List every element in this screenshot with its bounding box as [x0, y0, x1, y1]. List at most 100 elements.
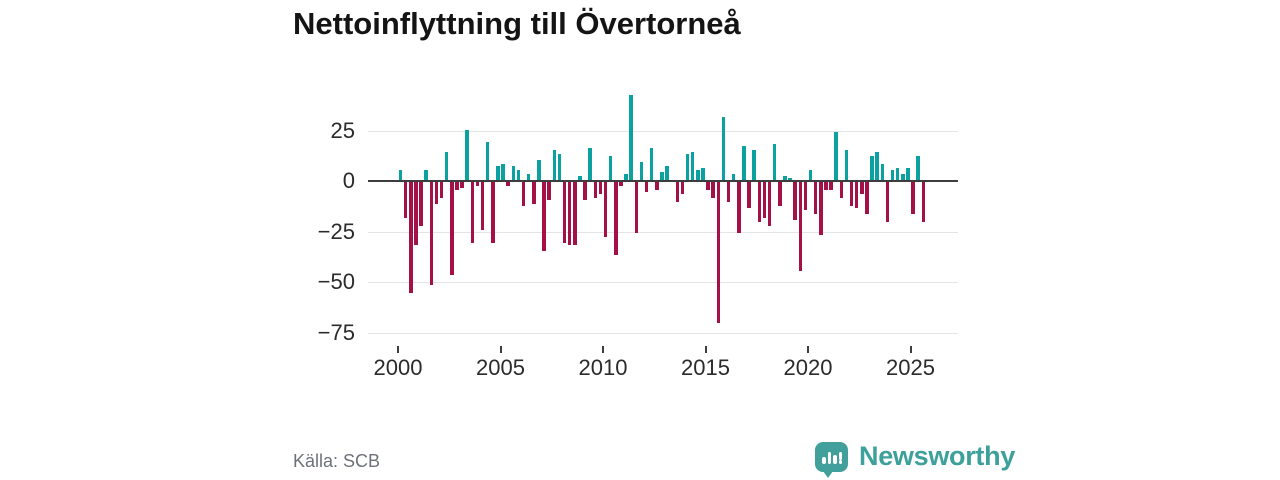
quarter-bar: [491, 182, 495, 243]
quarter-bar: [424, 169, 428, 180]
logo-bar-icon: [822, 456, 826, 464]
quarter-bar: [455, 182, 459, 191]
gridline: [368, 231, 958, 233]
quarter-bar: [578, 175, 582, 180]
quarter-bar: [685, 153, 690, 180]
quarter-bar: [921, 182, 926, 223]
quarter-bar: [716, 182, 721, 324]
gridline: [368, 282, 958, 283]
quarter-bar: [506, 182, 510, 187]
quarter-bar: [460, 182, 464, 189]
x-axis-tick-label: 2015: [681, 355, 730, 380]
quarter-bar: [819, 182, 823, 235]
newsworthy-logo: Newsworthy: [815, 441, 1016, 478]
quarter-bar: [516, 169, 521, 180]
quarter-bar: [911, 182, 915, 215]
logo-speech-tail: [823, 470, 833, 478]
y-axis-tick-label: 25: [330, 117, 355, 143]
x-axis-tick-label: 2000: [373, 355, 423, 380]
quarter-bar: [737, 182, 741, 233]
quarter-bar: [660, 171, 664, 180]
quarter-bar: [583, 182, 587, 201]
y-axis-tick-label: 0: [342, 168, 355, 193]
quarter-bar: [875, 151, 879, 180]
quarter-bar: [496, 165, 500, 180]
quarter-bar: [742, 145, 746, 180]
quarter-bar: [552, 149, 557, 180]
quarter-bar: [798, 182, 803, 271]
quarter-bar: [757, 182, 762, 223]
y-axis-tick-label: −50: [317, 269, 355, 294]
quarter-bar: [680, 182, 685, 195]
quarter-bar: [608, 155, 613, 180]
quarter-bar: [485, 141, 490, 180]
x-axis-tick-mark: [397, 346, 399, 353]
quarter-bar: [501, 163, 505, 180]
quarter-bar: [813, 182, 818, 215]
quarter-bar: [634, 182, 639, 233]
quarter-bar: [470, 182, 475, 243]
gridline: [368, 130, 958, 132]
gridline: [368, 332, 958, 334]
quarter-bar: [854, 182, 859, 209]
quarter-bar: [665, 165, 669, 180]
logo-bar-icon: [827, 451, 831, 464]
x-axis-tick-mark: [807, 346, 809, 353]
quarter-bar: [511, 165, 516, 180]
quarter-bar: [629, 95, 633, 180]
quarter-bar: [701, 167, 705, 180]
newsworthy-wordmark: Newsworthy: [859, 441, 1016, 471]
quarter-bar: [542, 182, 546, 251]
x-axis-tick-label: 2005: [476, 355, 525, 380]
quarter-bar: [588, 147, 592, 180]
quarter-bar: [752, 149, 756, 180]
x-axis-tick-label: 2025: [886, 355, 935, 380]
quarter-bar: [865, 182, 869, 215]
quarter-bar: [414, 182, 418, 245]
y-axis-tick-label: −25: [317, 218, 355, 244]
quarter-bar: [767, 182, 772, 227]
x-axis-tick-mark: [602, 346, 604, 353]
chart-title: Nettoinflyttning till Övertorneå: [293, 6, 741, 41]
quarter-bar: [721, 117, 726, 180]
source-caption: Källa: SCB: [293, 451, 381, 471]
quarter-bar: [603, 182, 608, 237]
quarter-bar: [890, 169, 895, 180]
quarter-bar: [762, 182, 767, 219]
quarter-bar: [824, 182, 828, 191]
quarter-bar: [895, 167, 900, 180]
newsworthy-logo-icon: [815, 441, 848, 478]
quarter-bar: [639, 161, 644, 180]
quarter-bar: [557, 153, 562, 180]
quarter-bar: [567, 182, 572, 245]
quarter-bar: [562, 182, 567, 243]
x-axis-tick-label: 2010: [578, 355, 628, 380]
quarter-bar: [834, 131, 838, 180]
quarter-bar: [783, 175, 787, 180]
quarter-bar: [465, 129, 469, 180]
quarter-bar: [675, 182, 680, 203]
quarter-bar: [409, 182, 413, 294]
quarter-bar: [829, 182, 833, 191]
x-axis-tick-mark: [909, 346, 912, 353]
quarter-bar: [434, 182, 439, 205]
quarter-bar: [537, 159, 541, 180]
quarter-bar: [573, 182, 577, 245]
quarter-bar: [706, 182, 710, 191]
quarter-bar: [624, 173, 628, 180]
quarter-bar: [547, 182, 551, 201]
quarter-bar: [885, 182, 890, 223]
quarter-bar: [644, 182, 649, 193]
quarter-bar: [429, 182, 434, 286]
quarter-bar: [731, 173, 736, 180]
quarter-bar: [439, 182, 444, 199]
quarter-bar: [526, 173, 531, 180]
quarter-bar: [593, 182, 598, 199]
quarter-bar: [772, 143, 777, 180]
quarter-bar: [803, 182, 808, 211]
quarter-bar: [906, 167, 910, 180]
quarter-bar: [532, 182, 536, 205]
quarter-bar: [860, 182, 864, 195]
